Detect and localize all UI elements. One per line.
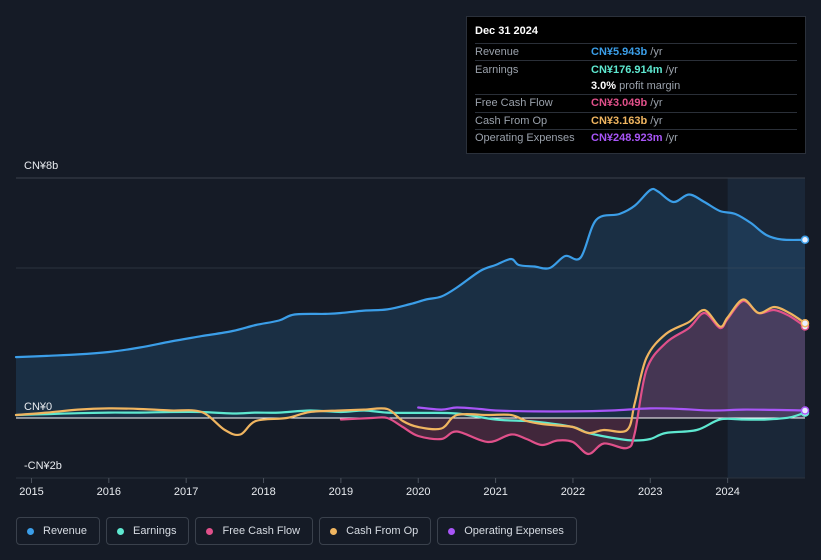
tooltip-value: CN¥248.923m (591, 132, 663, 145)
tooltip-unit: /yr (665, 132, 678, 145)
operating-expenses-endpoint (800, 406, 810, 415)
x-tick-label: 2024 (715, 486, 739, 498)
tooltip-row-operating-expenses: Operating Expenses CN¥248.923m /yr (475, 128, 797, 146)
legend-label: Operating Expenses (464, 525, 564, 537)
legend-operating-expenses-button[interactable]: Operating Expenses (437, 517, 577, 545)
legend-revenue-button[interactable]: Revenue (16, 517, 101, 545)
cash-from-op-line (14, 298, 807, 437)
tooltip-row-profit-margin: 3.0% profit margin (475, 78, 797, 94)
x-tick-label: 2015 (19, 486, 43, 498)
tooltip-value: CN¥176.914m (591, 63, 663, 76)
legend-label: Revenue (43, 525, 88, 537)
tooltip-value: CN¥3.049b (591, 97, 648, 110)
tooltip-label: Operating Expenses (475, 132, 575, 145)
y-tick-label-top: CN¥8b (24, 160, 58, 172)
tooltip-label: Earnings (475, 63, 519, 76)
legend-cash-from-op-button[interactable]: Cash From Op (319, 517, 432, 545)
x-tick-label: 2020 (406, 486, 430, 498)
x-tick-label: 2022 (561, 486, 585, 498)
cash-from-op-dot-icon (330, 527, 338, 535)
tooltip-row-free-cash-flow: Free Cash Flow CN¥3.049b /yr (475, 94, 797, 111)
tooltip-value: CN¥3.163b (591, 114, 648, 127)
tooltip-unit: /yr (650, 114, 663, 127)
tooltip-date: Dec 31 2024 (475, 25, 538, 37)
legend-free-cash-flow-button[interactable]: Free Cash Flow (195, 517, 314, 545)
x-tick-label: 2021 (483, 486, 507, 498)
revenue-area (16, 188, 805, 418)
x-tick-label: 2019 (329, 486, 353, 498)
tooltip-row-earnings: Earnings CN¥176.914m /yr (475, 60, 797, 77)
x-tick-label: 2018 (251, 486, 275, 498)
x-tick-label: 2017 (174, 486, 198, 498)
legend-label: Free Cash Flow (222, 525, 301, 537)
x-tick-label: 2023 (638, 486, 662, 498)
tooltip-row-revenue: Revenue CN¥5.943b /yr (475, 43, 797, 60)
tooltip-unit: /yr (650, 97, 663, 110)
tooltip-unit: /yr (665, 63, 678, 76)
revenue-dot-icon (27, 527, 34, 535)
legend-label: Cash From Op (346, 525, 419, 537)
tooltip-value: CN¥5.943b (591, 46, 648, 59)
legend-earnings-button[interactable]: Earnings (106, 517, 190, 545)
tooltip-unit: profit margin (619, 79, 681, 92)
earnings-dot-icon (117, 527, 125, 535)
tooltip-panel: Dec 31 2024 Revenue CN¥5.943b /yr Earnin… (466, 16, 806, 154)
x-tick-label: 2016 (97, 486, 121, 498)
tooltip-label: Revenue (475, 46, 520, 59)
chart-legend: Revenue Earnings Free Cash Flow Cash Fro… (16, 517, 577, 547)
tooltip-value: 3.0% (591, 79, 617, 92)
free-cash-flow-dot-icon (206, 527, 214, 535)
y-tick-label-bottom: -CN¥2b (24, 460, 62, 472)
tooltip-label: Cash From Op (475, 114, 548, 127)
revenue-endpoint (800, 235, 810, 245)
legend-label: Earnings (133, 525, 177, 537)
past-year-highlight (727, 178, 805, 478)
operating-expenses-dot-icon (448, 527, 456, 535)
tooltip-label: Free Cash Flow (475, 97, 553, 110)
operating-expenses-line (417, 406, 807, 413)
cash-from-op-endpoint (800, 318, 810, 328)
earnings-line (14, 409, 807, 442)
revenue-line (14, 187, 807, 359)
tooltip-row-cash-from-op: Cash From Op CN¥3.163b /yr (475, 111, 797, 129)
tooltip-unit: /yr (650, 46, 663, 59)
free-cash-flow-area (340, 300, 805, 455)
y-tick-label-zero: CN¥0 (24, 401, 52, 413)
